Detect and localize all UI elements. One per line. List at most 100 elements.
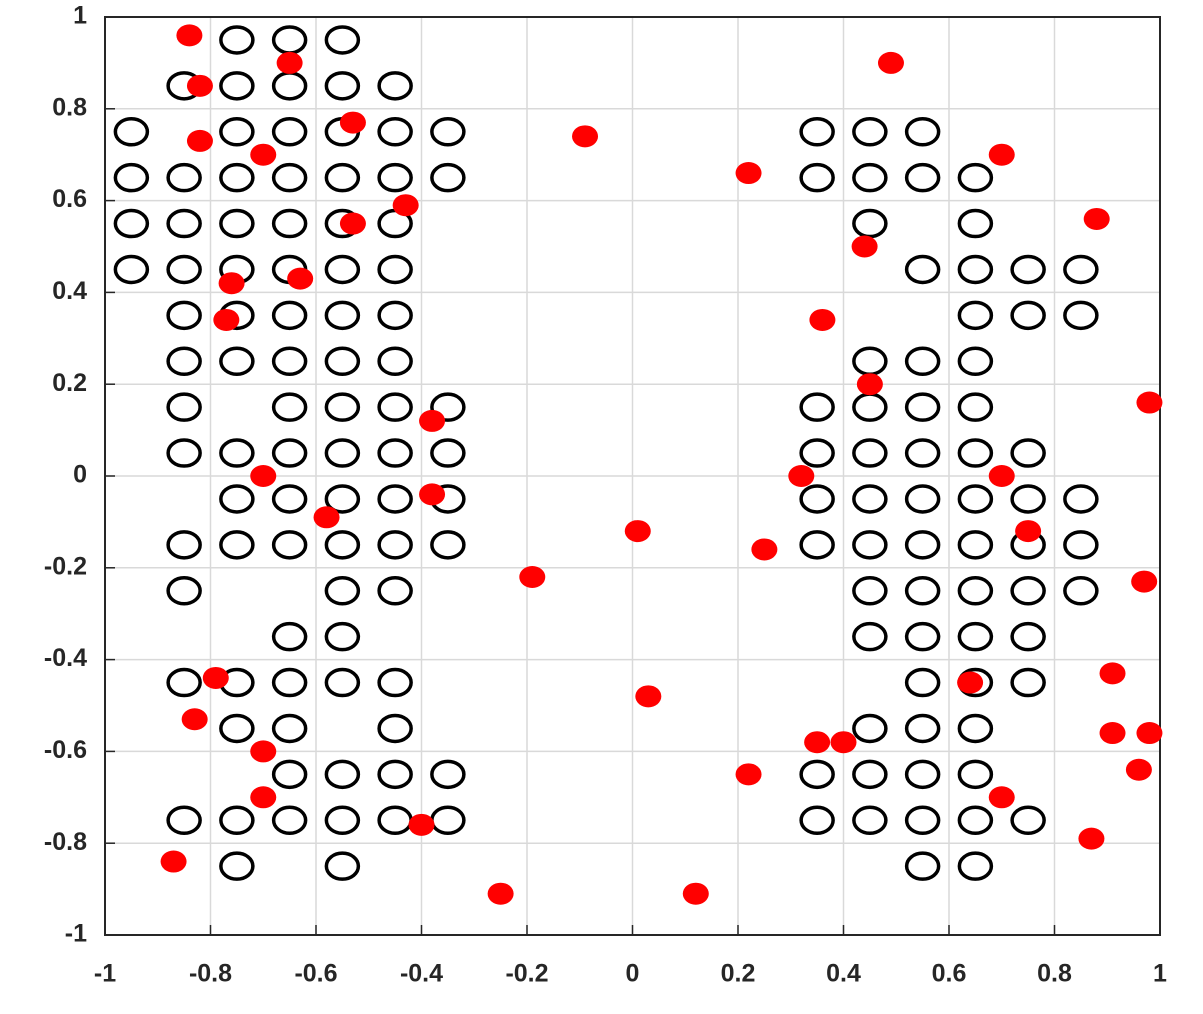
x-tick-label: 0.6 xyxy=(932,960,967,988)
point xyxy=(904,713,941,744)
point xyxy=(377,667,413,698)
point xyxy=(799,805,835,835)
point xyxy=(430,117,466,147)
point xyxy=(419,409,446,432)
point xyxy=(324,438,361,468)
point xyxy=(1063,300,1099,331)
point xyxy=(250,740,277,763)
point xyxy=(957,671,984,694)
point xyxy=(804,731,831,754)
axes-frame xyxy=(104,16,1161,936)
point xyxy=(113,117,150,147)
point xyxy=(166,254,202,285)
point xyxy=(166,576,202,606)
point xyxy=(799,759,835,790)
point xyxy=(430,759,466,790)
point xyxy=(957,759,994,790)
point xyxy=(166,162,202,193)
point xyxy=(219,71,255,101)
point xyxy=(219,438,255,468)
point xyxy=(830,731,857,754)
point xyxy=(799,162,835,193)
y-tick-label: -1 xyxy=(65,920,87,948)
point xyxy=(166,530,202,560)
point xyxy=(186,74,213,97)
point xyxy=(324,300,361,331)
point xyxy=(271,300,308,331)
point xyxy=(324,667,361,698)
point xyxy=(904,346,941,376)
point xyxy=(809,308,836,331)
point xyxy=(624,520,651,543)
y-tick-label: 0.8 xyxy=(52,93,87,121)
point xyxy=(219,25,255,55)
point xyxy=(1010,484,1046,514)
point xyxy=(324,25,361,55)
point xyxy=(219,346,255,376)
point xyxy=(877,51,904,74)
point xyxy=(957,254,994,285)
point xyxy=(250,465,277,487)
point xyxy=(166,346,202,376)
point xyxy=(1078,827,1105,850)
point xyxy=(957,392,994,422)
point xyxy=(1063,576,1099,606)
y-tick-label: 0.6 xyxy=(52,185,87,213)
y-tick-label: -0.4 xyxy=(44,644,87,672)
point xyxy=(852,713,888,744)
point xyxy=(957,300,994,331)
point xyxy=(219,805,255,835)
point xyxy=(1063,484,1099,514)
point xyxy=(250,143,277,166)
point xyxy=(377,71,413,101)
point xyxy=(852,621,888,652)
point xyxy=(271,117,308,147)
point xyxy=(1015,520,1042,543)
point xyxy=(904,621,941,652)
point xyxy=(735,162,762,185)
point xyxy=(799,530,835,560)
point xyxy=(213,308,240,331)
point xyxy=(852,576,888,606)
point xyxy=(324,851,361,881)
point xyxy=(957,162,994,193)
point xyxy=(219,530,255,560)
point xyxy=(113,208,150,239)
point xyxy=(988,465,1015,487)
point xyxy=(1063,530,1099,560)
point xyxy=(324,346,361,376)
point xyxy=(186,129,213,152)
point xyxy=(904,530,941,560)
point xyxy=(852,805,888,835)
point xyxy=(166,392,202,422)
point xyxy=(519,565,546,588)
point xyxy=(377,254,413,285)
point xyxy=(324,530,361,560)
point xyxy=(957,851,994,881)
point xyxy=(1010,438,1046,468)
point xyxy=(166,300,202,331)
point xyxy=(219,162,255,193)
point xyxy=(113,162,150,193)
point xyxy=(377,530,413,560)
point xyxy=(430,438,466,468)
point xyxy=(271,346,308,376)
point xyxy=(250,786,277,809)
point xyxy=(430,162,466,193)
point xyxy=(324,162,361,193)
point xyxy=(957,713,994,744)
point xyxy=(957,346,994,376)
point xyxy=(856,373,883,396)
y-tick-label: 0 xyxy=(73,461,87,489)
point xyxy=(904,851,941,881)
point xyxy=(430,530,466,560)
point xyxy=(1010,667,1046,698)
point xyxy=(271,438,308,468)
point xyxy=(852,162,888,193)
point xyxy=(1131,570,1158,593)
point xyxy=(377,300,413,331)
point xyxy=(218,272,245,295)
point xyxy=(904,484,941,514)
point xyxy=(904,438,941,468)
